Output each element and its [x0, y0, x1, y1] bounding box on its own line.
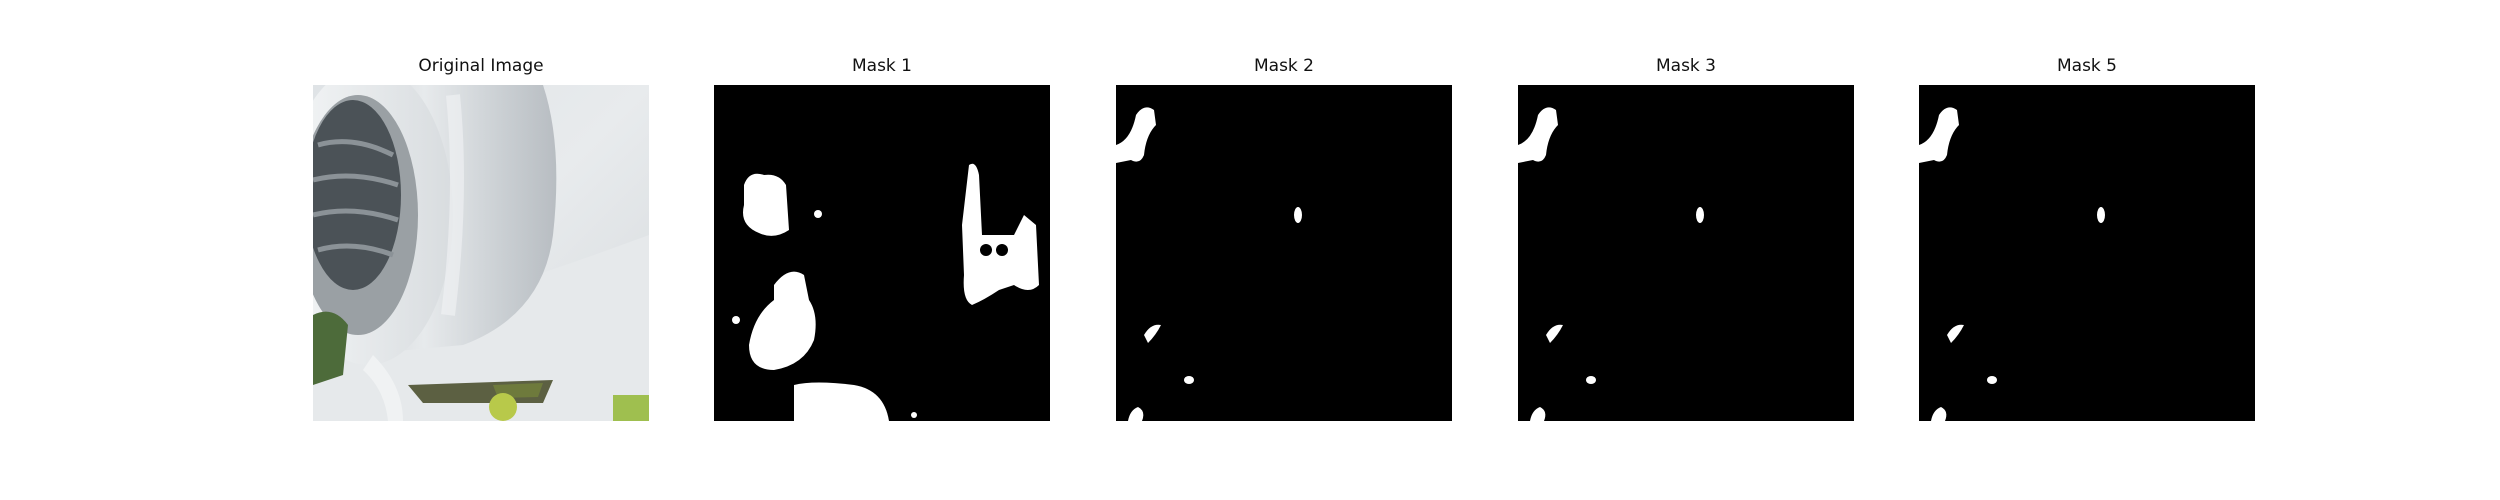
original-photo-graphic	[313, 85, 649, 421]
panel-title-mask-3: Mask 3	[1655, 56, 1716, 76]
mask-3-graphic	[1518, 85, 1854, 421]
original-photo	[313, 85, 649, 421]
mask-2-graphic	[1116, 85, 1452, 421]
panel-mask-1: Mask 1	[714, 56, 1050, 422]
panel-title-mask-1: Mask 1	[851, 56, 912, 76]
mask-5-graphic	[1919, 85, 2255, 421]
mask-2-image	[1116, 85, 1452, 421]
panel-mask-3: Mask 3	[1518, 56, 1854, 422]
panel-title-original-image: Original Image	[418, 56, 544, 76]
mask-3-image	[1518, 85, 1854, 421]
mask-1-graphic	[714, 85, 1050, 421]
panel-mask-5: Mask 5	[1919, 56, 2255, 422]
panel-title-mask-2: Mask 2	[1253, 56, 1314, 76]
mask-1-image	[714, 85, 1050, 421]
panel-title-mask-5: Mask 5	[2056, 56, 2117, 76]
panel-mask-2: Mask 2	[1116, 56, 1452, 422]
mask-5-image	[1919, 85, 2255, 421]
panel-original-image: Original Image	[313, 56, 649, 422]
